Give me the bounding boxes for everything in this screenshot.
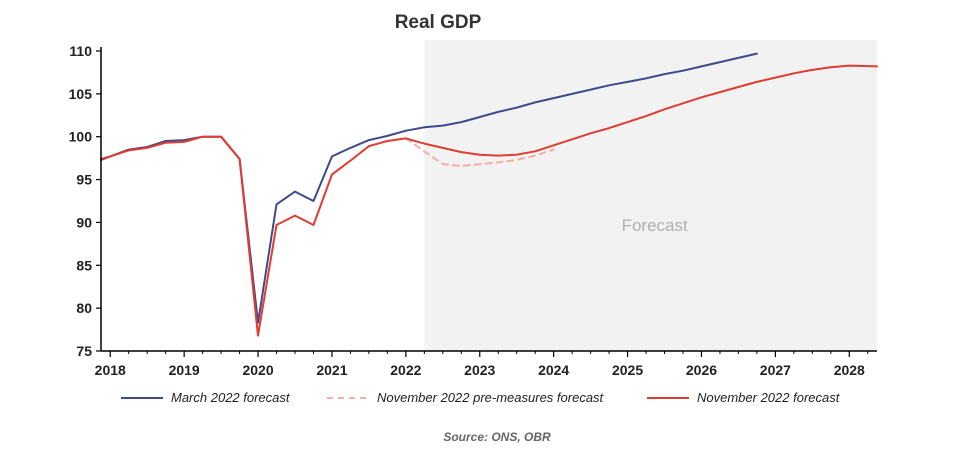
x-tick-label: 2028 (834, 362, 865, 378)
x-axis-ticks: 2018 2019 2020 2021 2022 2023 2024 2025 2026 2027… (95, 351, 869, 378)
legend-label: November 2022 forecast (697, 390, 841, 405)
series-lines (100, 52, 878, 337)
y-tick-label: 100 (69, 129, 93, 145)
series-line-2 (100, 64, 878, 337)
x-tick-label: 2026 (686, 362, 717, 378)
y-tick-label: 95 (76, 172, 92, 188)
chart-title: Real GDP (395, 12, 482, 33)
legend: March 2022 forecast November 2022 pre-mea… (121, 390, 841, 405)
y-tick-label: 75 (76, 343, 92, 359)
legend-label: March 2022 forecast (171, 390, 291, 405)
x-tick-label: 2025 (612, 362, 643, 378)
series-line-1 (404, 137, 555, 167)
forecast-shaded-region (424, 40, 877, 351)
legend-label: November 2022 pre-measures forecast (377, 390, 605, 405)
x-tick-label: 2027 (760, 362, 791, 378)
forecast-label: Forecast (622, 216, 688, 235)
y-tick-label: 80 (76, 300, 92, 316)
x-tick-label: 2023 (464, 362, 495, 378)
y-axis-ticks: 75 80 85 90 95 100 105 110 (69, 43, 101, 359)
y-tick-label: 105 (69, 86, 93, 102)
x-tick-label: 2018 (95, 362, 126, 378)
x-tick-label: 2019 (169, 362, 200, 378)
y-tick-label: 90 (76, 214, 92, 230)
x-tick-label: 2022 (390, 362, 421, 378)
source-note: Source: ONS, OBR (443, 430, 551, 444)
y-tick-label: 85 (76, 257, 92, 273)
x-tick-label: 2021 (316, 362, 347, 378)
x-tick-label: 2024 (538, 362, 569, 378)
x-tick-label: 2020 (242, 362, 273, 378)
y-tick-label: 110 (69, 43, 92, 59)
